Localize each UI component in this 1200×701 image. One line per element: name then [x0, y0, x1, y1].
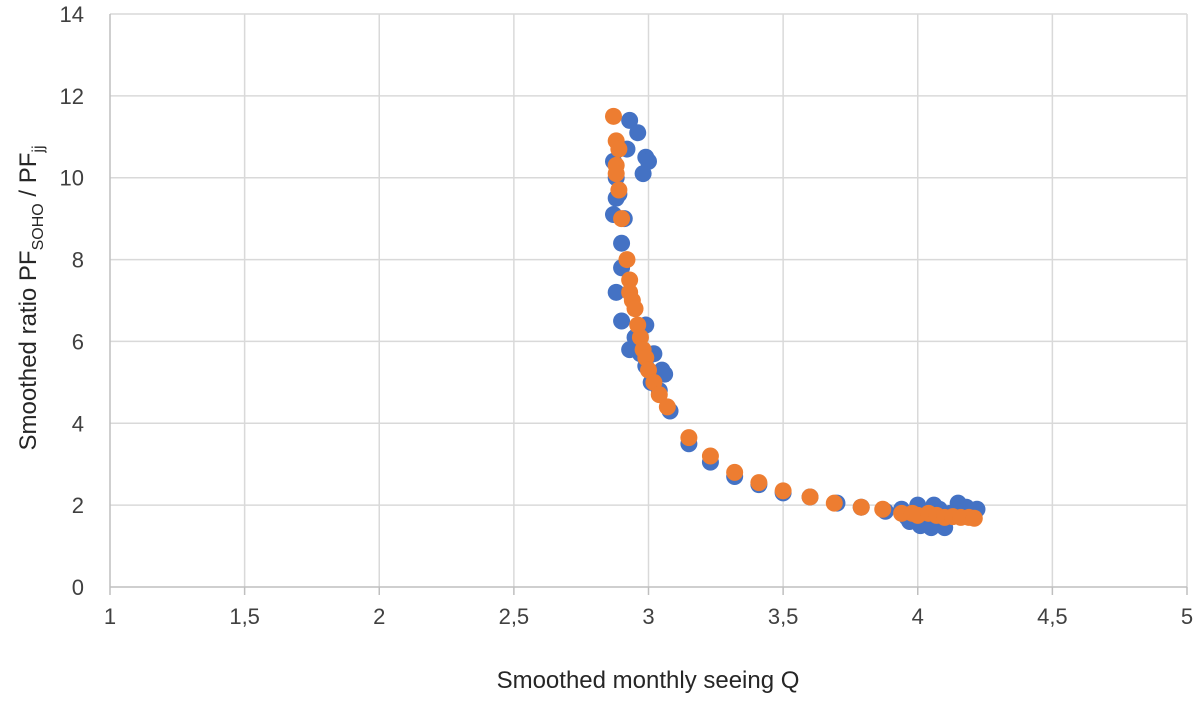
x-tick-label: 3 — [642, 604, 654, 629]
data-point — [750, 474, 768, 492]
x-axis-title: Smoothed monthly seeing Q — [497, 667, 800, 694]
data-point — [801, 488, 819, 506]
series-1 — [604, 111, 986, 537]
data-point — [604, 107, 622, 125]
data-point — [680, 429, 698, 447]
data-point — [607, 283, 625, 301]
y-axis-title-subscript-soho: SOHO — [30, 203, 47, 250]
x-tick-label: 4 — [912, 604, 924, 629]
data-point — [634, 165, 652, 183]
data-point — [618, 251, 636, 269]
y-tick-label: 14 — [60, 2, 84, 27]
y-axis-title-mid: / PF — [15, 153, 42, 204]
x-tick-label: 3,5 — [768, 604, 799, 629]
x-tick-labels: 1 1,5 2 2,5 3 3,5 4 4,5 5 — [104, 604, 1193, 629]
series-2 — [604, 107, 983, 527]
data-point — [613, 210, 631, 228]
data-point — [610, 140, 628, 158]
y-tick-label: 10 — [60, 166, 84, 191]
data-points — [604, 107, 986, 537]
data-point — [626, 300, 644, 318]
grid — [110, 13, 1188, 587]
x-tick-label: 1 — [104, 604, 116, 629]
data-point — [658, 398, 676, 416]
data-point — [774, 482, 792, 500]
data-point — [726, 463, 744, 481]
data-point — [650, 386, 668, 404]
data-point — [852, 498, 870, 516]
y-axis-title-subscript-jj: jj — [30, 145, 47, 153]
data-point — [965, 509, 983, 527]
data-point — [607, 165, 625, 183]
data-point — [621, 271, 639, 289]
y-tick-label: 8 — [72, 248, 84, 273]
y-tick-label: 4 — [72, 411, 84, 436]
data-point — [613, 234, 631, 252]
data-point — [610, 181, 628, 199]
data-point — [629, 124, 647, 142]
data-point — [621, 111, 639, 129]
x-tick-label: 5 — [1181, 604, 1193, 629]
y-axis-title-base: Smoothed ratio PF — [15, 250, 42, 450]
data-point — [874, 500, 892, 518]
y-tick-label: 6 — [72, 329, 84, 354]
x-tick-label: 1,5 — [229, 604, 260, 629]
data-point — [701, 447, 719, 465]
data-point — [825, 494, 843, 512]
y-tick-label: 0 — [72, 575, 84, 600]
axes — [109, 14, 1188, 595]
y-tick-labels: 0 2 4 6 8 10 12 14 — [60, 2, 84, 600]
data-point — [613, 312, 631, 330]
x-tick-label: 4,5 — [1037, 604, 1068, 629]
x-tick-label: 2,5 — [499, 604, 530, 629]
y-tick-label: 2 — [72, 493, 84, 518]
y-axis-title: Smoothed ratio PFSOHO / PFjj — [15, 145, 47, 450]
y-tick-label: 12 — [60, 84, 84, 109]
x-tick-label: 2 — [373, 604, 385, 629]
